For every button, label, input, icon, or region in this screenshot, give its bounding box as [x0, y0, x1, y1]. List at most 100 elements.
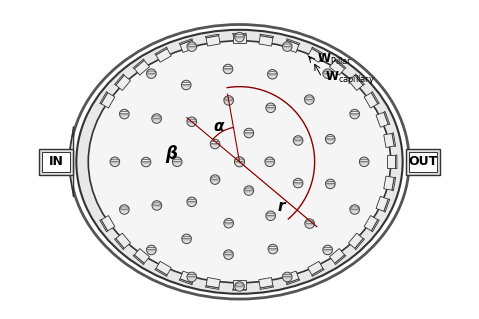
Polygon shape: [133, 59, 144, 69]
Ellipse shape: [182, 234, 192, 244]
Polygon shape: [156, 49, 171, 62]
Ellipse shape: [268, 247, 278, 249]
Ellipse shape: [305, 221, 314, 223]
Polygon shape: [114, 74, 124, 85]
Ellipse shape: [326, 179, 335, 189]
Polygon shape: [287, 39, 300, 45]
Polygon shape: [156, 261, 171, 275]
Ellipse shape: [187, 199, 196, 202]
Polygon shape: [384, 111, 390, 124]
Ellipse shape: [305, 95, 314, 104]
Ellipse shape: [234, 157, 245, 167]
Ellipse shape: [182, 80, 191, 90]
Polygon shape: [308, 261, 323, 275]
Polygon shape: [100, 92, 108, 104]
Ellipse shape: [224, 220, 233, 223]
Ellipse shape: [265, 159, 274, 161]
Ellipse shape: [327, 182, 336, 188]
Ellipse shape: [223, 66, 233, 69]
Ellipse shape: [359, 159, 369, 161]
Polygon shape: [330, 61, 344, 75]
Polygon shape: [312, 269, 324, 277]
Ellipse shape: [325, 134, 335, 144]
Ellipse shape: [236, 35, 245, 41]
Polygon shape: [406, 149, 440, 175]
Polygon shape: [371, 220, 379, 232]
Ellipse shape: [187, 274, 196, 277]
Ellipse shape: [324, 248, 333, 254]
Polygon shape: [312, 47, 324, 55]
Polygon shape: [308, 49, 323, 62]
Text: β: β: [165, 145, 177, 163]
Polygon shape: [114, 238, 124, 250]
Ellipse shape: [172, 157, 182, 167]
Polygon shape: [364, 93, 377, 108]
Ellipse shape: [147, 247, 156, 250]
Ellipse shape: [350, 207, 359, 209]
Ellipse shape: [324, 72, 333, 77]
Polygon shape: [233, 289, 246, 290]
Ellipse shape: [147, 245, 156, 255]
Polygon shape: [102, 216, 115, 231]
Polygon shape: [355, 238, 365, 250]
Polygon shape: [233, 33, 246, 35]
Ellipse shape: [269, 248, 279, 253]
Ellipse shape: [266, 213, 275, 216]
Ellipse shape: [172, 159, 182, 161]
Ellipse shape: [182, 236, 192, 239]
Ellipse shape: [268, 70, 277, 79]
Ellipse shape: [224, 67, 234, 72]
Ellipse shape: [283, 272, 292, 282]
Polygon shape: [371, 92, 379, 104]
Polygon shape: [376, 196, 388, 211]
Ellipse shape: [142, 160, 152, 166]
Ellipse shape: [235, 160, 245, 166]
Text: IN: IN: [49, 155, 64, 168]
Ellipse shape: [350, 109, 359, 119]
Text: α: α: [213, 119, 224, 134]
Polygon shape: [376, 112, 388, 127]
Polygon shape: [206, 36, 220, 46]
Ellipse shape: [235, 32, 244, 42]
Ellipse shape: [294, 182, 304, 187]
Polygon shape: [384, 199, 390, 212]
Polygon shape: [155, 269, 167, 277]
Polygon shape: [384, 176, 394, 190]
Ellipse shape: [225, 221, 234, 227]
Ellipse shape: [120, 109, 129, 119]
Text: $\mathbf{W}_{\mathrm{capillary}}$: $\mathbf{W}_{\mathrm{capillary}}$: [325, 69, 375, 86]
Ellipse shape: [245, 189, 254, 194]
Ellipse shape: [187, 44, 196, 46]
Polygon shape: [135, 61, 149, 75]
Ellipse shape: [266, 211, 275, 220]
Ellipse shape: [306, 222, 315, 227]
Polygon shape: [39, 149, 73, 175]
Polygon shape: [180, 41, 195, 53]
Polygon shape: [179, 279, 192, 285]
Polygon shape: [259, 36, 273, 46]
Ellipse shape: [211, 178, 221, 183]
Polygon shape: [260, 286, 274, 289]
Ellipse shape: [326, 137, 336, 143]
Text: OUT: OUT: [408, 155, 437, 168]
Polygon shape: [135, 249, 149, 263]
Ellipse shape: [235, 34, 244, 37]
Ellipse shape: [148, 248, 157, 254]
Polygon shape: [100, 220, 108, 232]
Polygon shape: [180, 271, 195, 283]
Ellipse shape: [187, 119, 196, 122]
Ellipse shape: [88, 41, 391, 283]
Polygon shape: [392, 177, 396, 191]
Ellipse shape: [294, 139, 304, 144]
Text: r: r: [278, 199, 285, 214]
Ellipse shape: [153, 204, 162, 209]
Polygon shape: [348, 233, 363, 248]
Ellipse shape: [244, 188, 253, 190]
Ellipse shape: [268, 72, 277, 74]
Ellipse shape: [283, 274, 292, 277]
Polygon shape: [179, 39, 192, 45]
Ellipse shape: [225, 99, 234, 104]
Ellipse shape: [323, 247, 332, 250]
Ellipse shape: [224, 250, 233, 259]
Ellipse shape: [188, 120, 197, 125]
